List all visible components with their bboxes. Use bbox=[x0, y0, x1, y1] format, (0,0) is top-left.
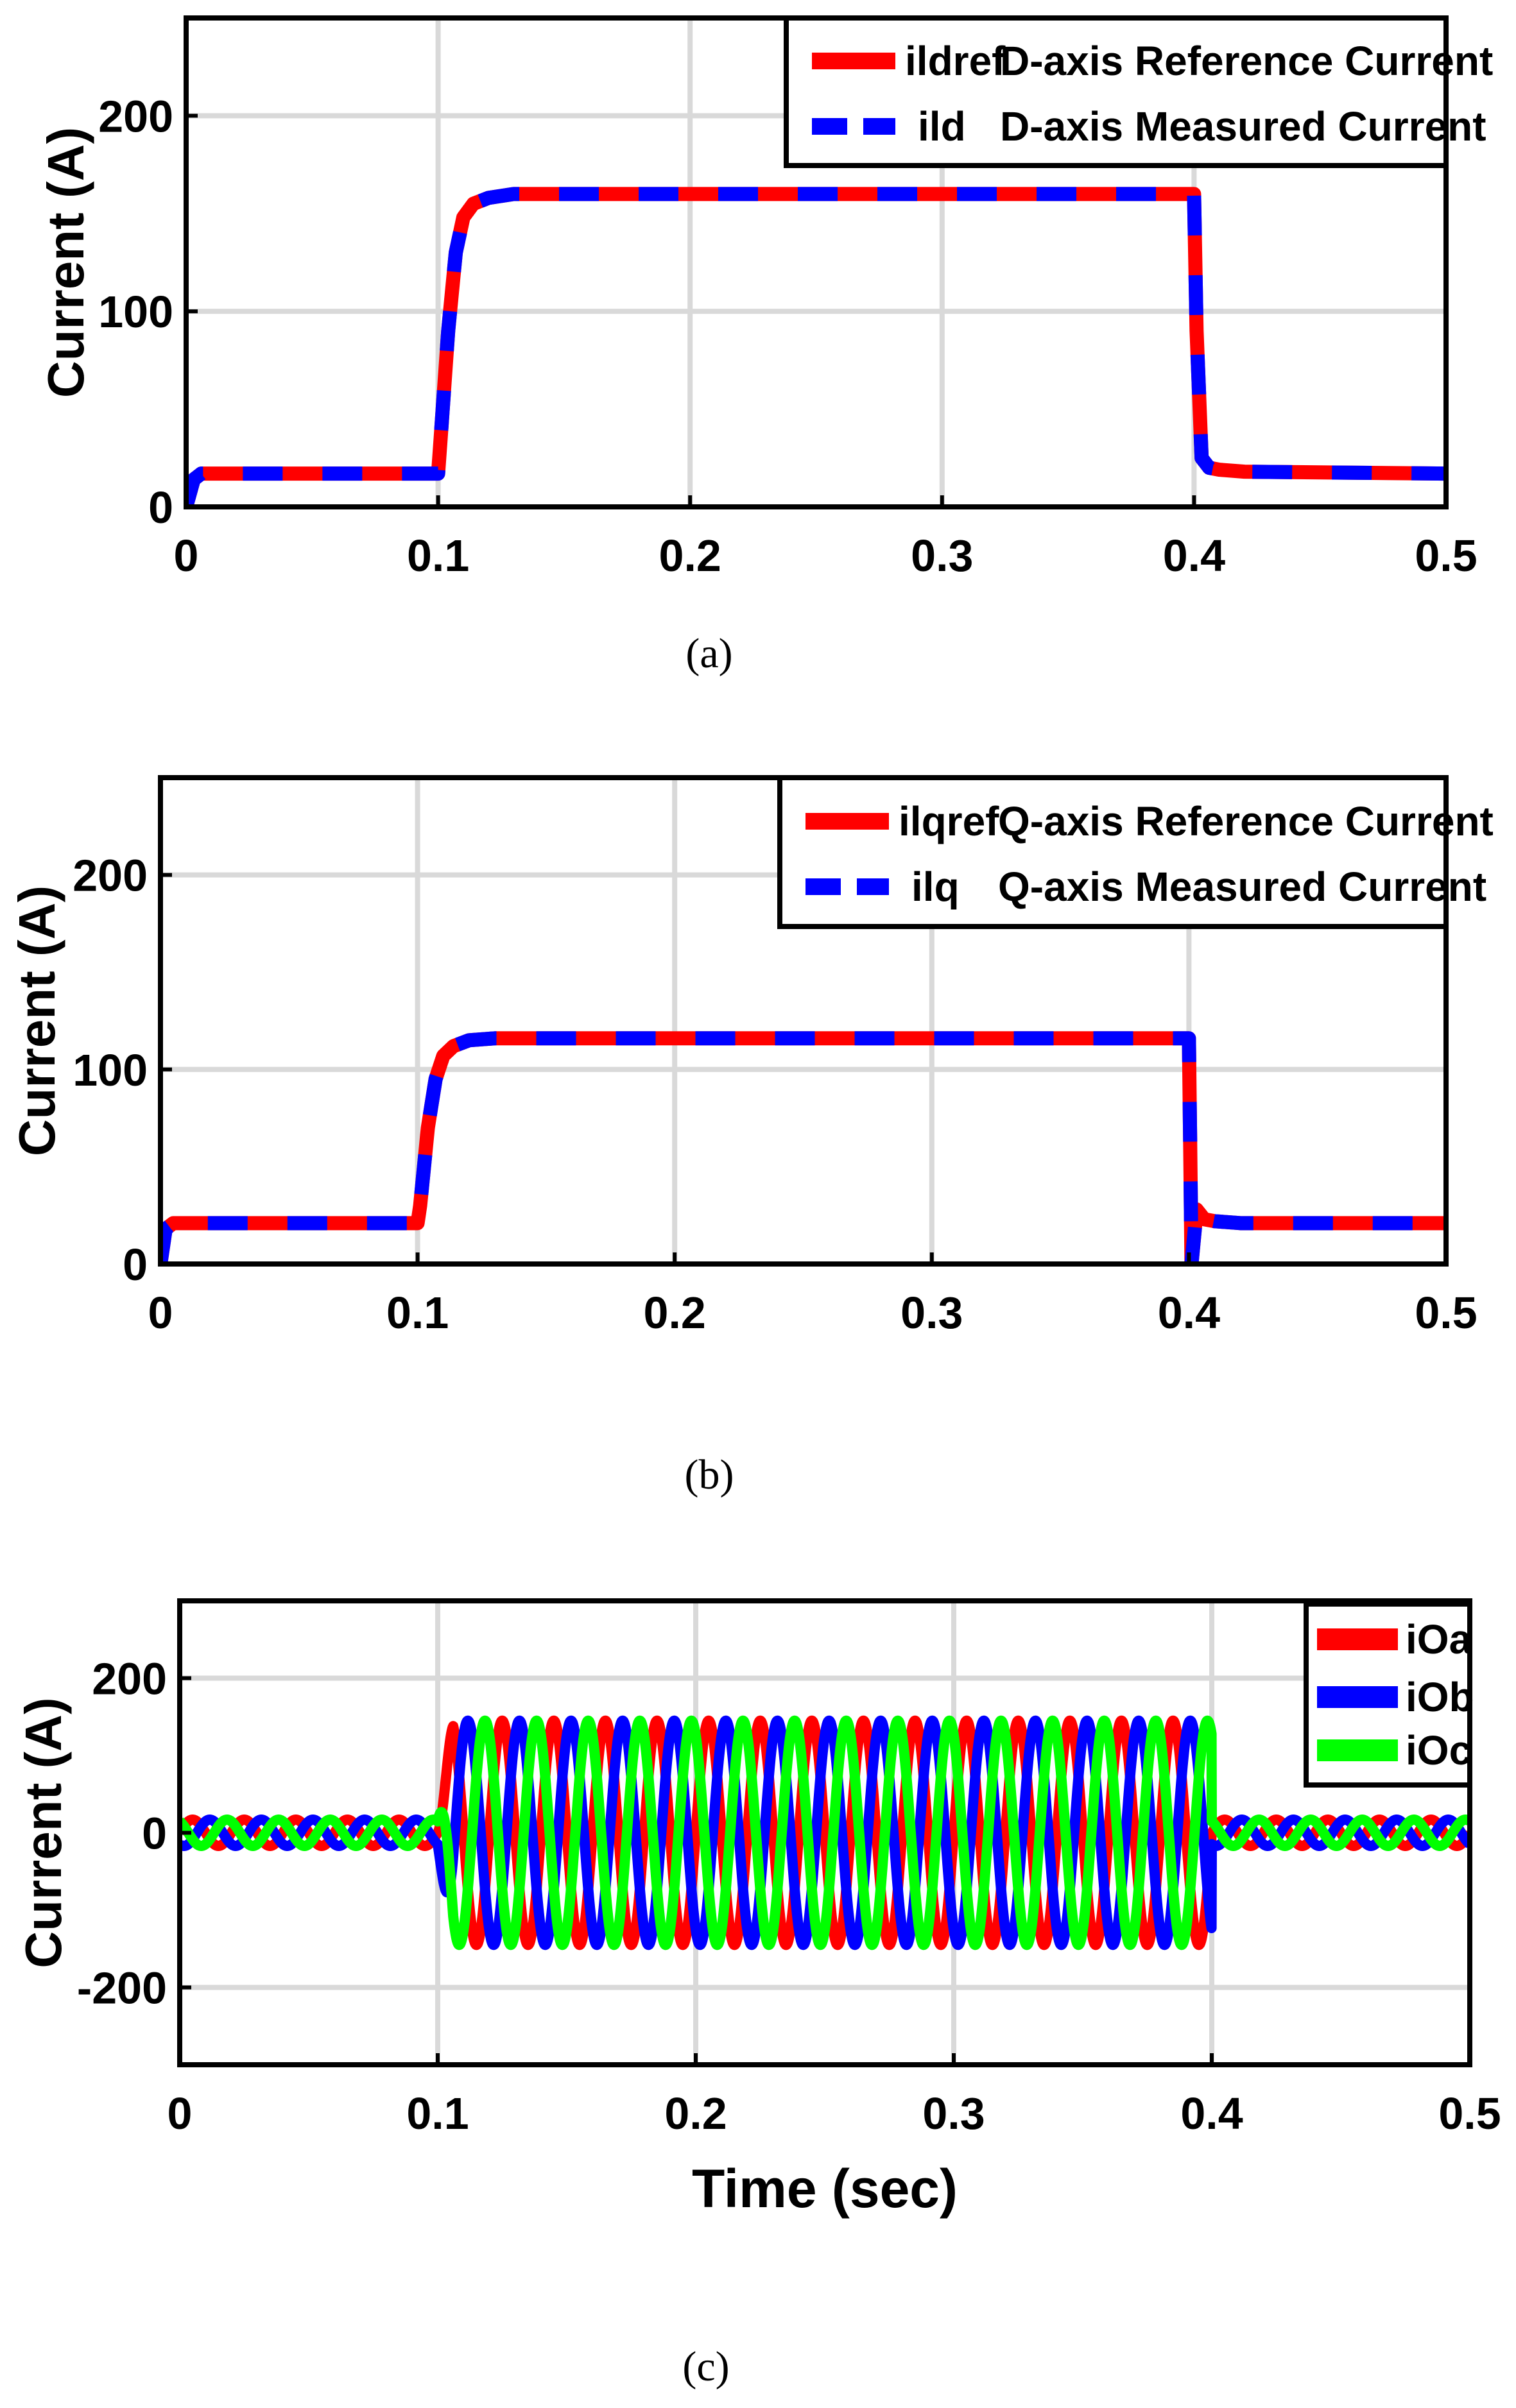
chart-c-legend-label: iOc bbox=[1406, 1727, 1472, 1773]
chart-b-series-ilq bbox=[160, 1031, 1446, 1264]
chart-b-ytick-label: 100 bbox=[73, 1045, 148, 1095]
chart-a-ytick-label: 200 bbox=[98, 91, 173, 141]
chart-c-ytick-label: 200 bbox=[92, 1654, 167, 1704]
chart-c-xlabel: Time (sec) bbox=[692, 2158, 958, 2219]
chart-a-ytick-label: 0 bbox=[148, 482, 173, 533]
chart-b-legend-label: ilqref bbox=[899, 798, 999, 844]
chart-c-series-iOc bbox=[180, 1715, 1470, 1951]
chart-c-ytick-label: 0 bbox=[142, 1809, 167, 1859]
chart-a-legend-label: ild bbox=[918, 103, 966, 149]
chart-c-xtick-label: 0 bbox=[168, 2088, 193, 2139]
chart-b-xtick-label: 0 bbox=[148, 1288, 173, 1338]
chart-a-series-group bbox=[186, 187, 1446, 507]
chart-b-ytick-label: 0 bbox=[123, 1240, 148, 1290]
chart-b-xtick-label: 0.3 bbox=[900, 1288, 963, 1338]
chart-b-legend-box bbox=[777, 775, 1449, 929]
chart-c-legend-label: iOb bbox=[1406, 1674, 1474, 1720]
chart-c-ytick-label: -200 bbox=[77, 1963, 167, 2013]
chart-b-legend-desc: Q-axis Reference Current bbox=[998, 798, 1494, 844]
chart-a-legend-desc: D-axis Measured Current bbox=[1000, 103, 1486, 149]
chart-b-xtick-label: 0.2 bbox=[644, 1288, 706, 1338]
chart-c-xtick-label: 0.4 bbox=[1180, 2088, 1243, 2139]
chart-c-legend-label: iOa bbox=[1406, 1616, 1472, 1662]
chart-a-legend-box bbox=[784, 15, 1449, 168]
chart-a-caption: (a) bbox=[685, 630, 732, 677]
chart-a-xtick-label: 0 bbox=[174, 531, 199, 581]
chart-c-ylabel: Current (A) bbox=[15, 1697, 72, 1968]
chart-a-xtick-label: 0.5 bbox=[1415, 531, 1477, 581]
chart-c-xtick-label: 0.2 bbox=[664, 2088, 727, 2139]
chart-a-xtick-label: 0.1 bbox=[407, 531, 469, 581]
chart-a-legend-label: ildref bbox=[905, 38, 1006, 84]
chart-a-series-ild bbox=[186, 187, 1446, 507]
chart-c: 0 0.1 0.2 0.3 0.4 0.5 -200 0 200 Current (A) Time … bbox=[15, 1598, 1501, 2390]
chart-c-xtick-label: 0.5 bbox=[1438, 2088, 1501, 2139]
chart-b-series-group bbox=[160, 1031, 1446, 1264]
chart-c-series-iOa bbox=[180, 1715, 1470, 1951]
chart-b-xtick-label: 0.1 bbox=[386, 1288, 449, 1338]
chart-c-legend: iOa iOb iOc bbox=[1304, 1601, 1474, 1788]
chart-c-xtick-label: 0.3 bbox=[922, 2088, 985, 2139]
chart-b-ylabel: Current (A) bbox=[8, 885, 65, 1156]
chart-b-xtick-label: 0.5 bbox=[1415, 1288, 1477, 1338]
chart-a-legend-desc: D-axis Reference Current bbox=[1000, 38, 1493, 84]
chart-b-caption: (b) bbox=[685, 1451, 734, 1498]
chart-a-xtick-label: 0.2 bbox=[659, 531, 721, 581]
chart-b-xtick-label: 0.4 bbox=[1158, 1288, 1220, 1338]
chart-c-caption: (c) bbox=[682, 2343, 729, 2390]
chart-b-legend-label: ilq bbox=[911, 864, 960, 910]
chart-a-ylabel: Current (A) bbox=[37, 127, 94, 398]
chart-c-series-group bbox=[180, 1715, 1470, 1951]
chart-b-ytick-label: 200 bbox=[73, 851, 148, 901]
chart-a-xtick-label: 0.4 bbox=[1163, 531, 1225, 581]
chart-a-xtick-label: 0.3 bbox=[911, 531, 973, 581]
chart-a-ytick-label: 100 bbox=[98, 287, 173, 337]
chart-c-xtick-label: 0.1 bbox=[406, 2088, 469, 2139]
chart-b-legend-desc: Q-axis Measured Current bbox=[998, 864, 1486, 910]
chart-c-series-iOb bbox=[180, 1715, 1470, 1951]
